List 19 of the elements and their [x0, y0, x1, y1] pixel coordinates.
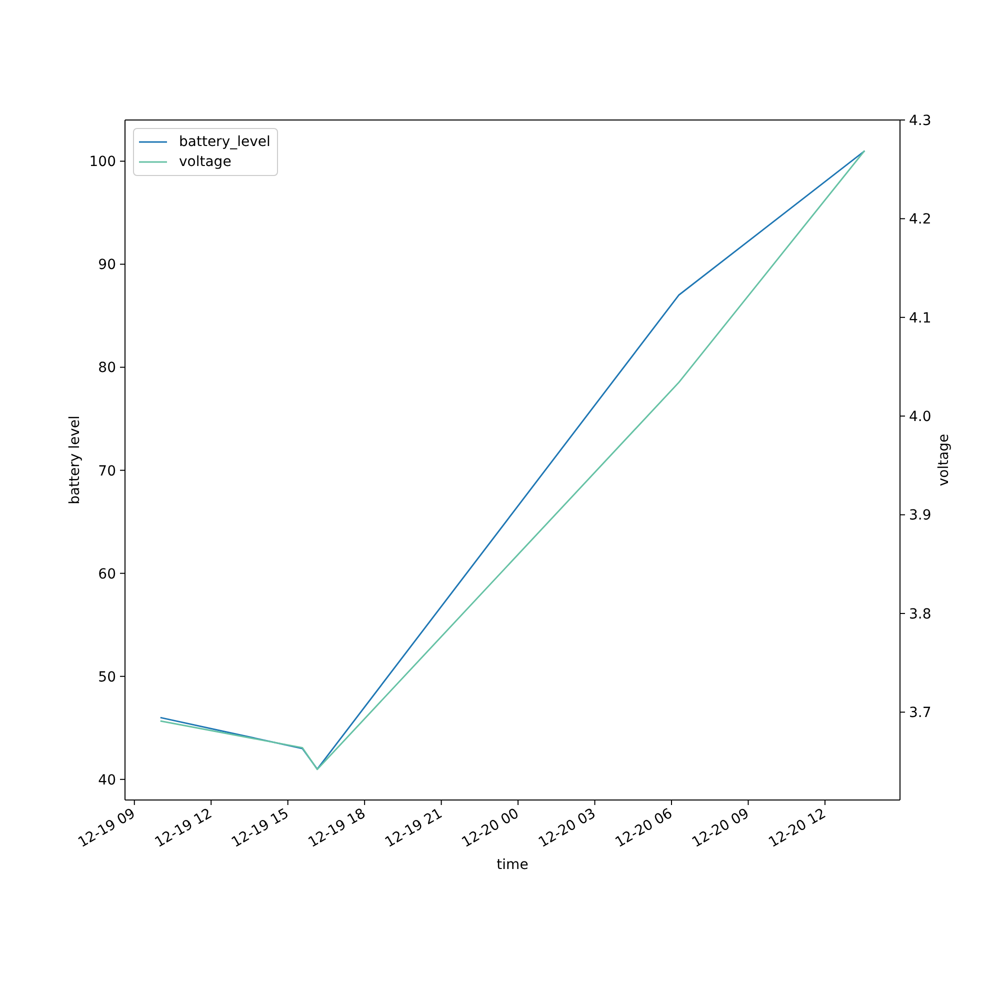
y-tick-label: 100 — [89, 154, 116, 170]
y-tick-label: 40 — [98, 772, 116, 788]
legend-label: voltage — [179, 153, 232, 172]
y-tick-label: 80 — [98, 360, 116, 376]
y2-tick-label: 4.1 — [909, 310, 932, 326]
legend-label: battery_level — [179, 133, 270, 152]
y2-tick-label: 3.7 — [909, 705, 932, 722]
y2-tick-label: 3.8 — [909, 606, 932, 622]
y2-tick-label: 4.3 — [909, 112, 932, 129]
y-axis-title: battery level — [67, 416, 83, 504]
y-tick-label: 60 — [98, 566, 116, 582]
x-axis-title: time — [496, 857, 528, 873]
y-tick-label: 70 — [98, 463, 116, 480]
y2-axis-title: voltage — [936, 434, 952, 486]
y-tick-label: 90 — [98, 257, 116, 274]
y-tick-label: 50 — [98, 669, 116, 686]
y2-tick-label: 3.9 — [909, 508, 932, 524]
y2-tick-label: 4.0 — [909, 409, 932, 426]
y2-tick-label: 4.2 — [909, 212, 932, 228]
